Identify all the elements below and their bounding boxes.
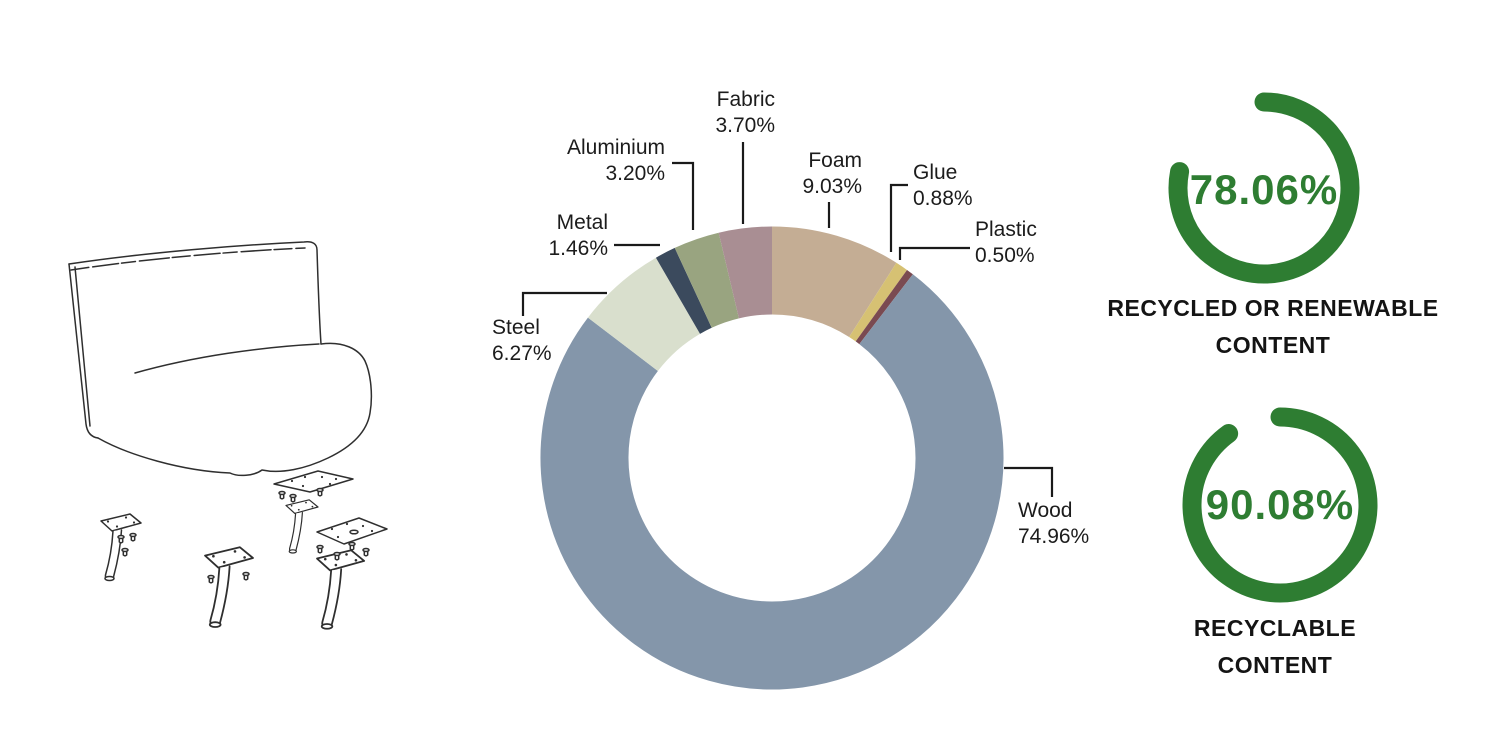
donut-label-metal: Metal 1.46% bbox=[548, 211, 608, 260]
donut-label-plastic: Plastic 0.50% bbox=[975, 218, 1037, 267]
sofa-backrest bbox=[68, 241, 322, 345]
donut-leader-lines bbox=[521, 142, 1054, 497]
donut-segment-aluminium bbox=[674, 232, 740, 329]
sofa-leg-3 bbox=[285, 499, 319, 554]
donut-label-glue: Glue 0.88% bbox=[913, 161, 973, 210]
recyclable-caption: RECYCLABLE CONTENT bbox=[1193, 615, 1357, 678]
sofa-leg-2 bbox=[204, 546, 254, 628]
sofa-leg-4 bbox=[316, 549, 366, 630]
donut-segment-glue bbox=[848, 262, 908, 342]
recycled-renewable-value: 78.06% bbox=[1189, 166, 1339, 213]
donut-segment-steel bbox=[587, 257, 702, 372]
donut-segment-metal bbox=[655, 247, 713, 335]
gauge-arc-ring-2 bbox=[1182, 407, 1378, 603]
materials-donut-chart bbox=[540, 226, 1004, 690]
donut-segment-foam bbox=[770, 226, 897, 338]
recyclable-gauge bbox=[1182, 407, 1378, 603]
recycled-renewable-gauge bbox=[1168, 92, 1360, 284]
sofa-backrest-left-inner bbox=[74, 266, 91, 427]
gauge-arc-ring-1 bbox=[1168, 92, 1360, 284]
sofa-seat-seam bbox=[134, 343, 320, 374]
sofa-leg-1 bbox=[100, 513, 142, 582]
recycled-renewable-caption: RECYCLED OR RENEWABLE CONTENT bbox=[1107, 295, 1439, 358]
donut-segment-fabric bbox=[718, 226, 774, 319]
donut-segment-wood bbox=[540, 274, 1004, 690]
mounting-plate-b bbox=[316, 517, 388, 545]
recyclable-value: 90.08% bbox=[1205, 481, 1355, 528]
leader-line-glue bbox=[889, 183, 908, 252]
donut-label-foam: Foam 9.03% bbox=[802, 149, 862, 198]
mounting-plate-a bbox=[273, 470, 354, 493]
leader-line-wood bbox=[1004, 466, 1054, 497]
sofa-backrest-seam bbox=[70, 247, 306, 271]
sofa-backrest-left-edge bbox=[68, 263, 99, 439]
leader-line-plastic bbox=[898, 246, 970, 260]
leader-line-steel bbox=[521, 291, 607, 316]
leader-line-aluminium bbox=[672, 161, 695, 230]
sofa-seat bbox=[97, 342, 373, 477]
donut-label-wood: Wood 74.96% bbox=[1018, 499, 1090, 548]
donut-label-aluminium: Aluminium 3.20% bbox=[566, 136, 665, 185]
sofa-illustration bbox=[68, 241, 388, 630]
donut-segment-plastic bbox=[855, 269, 913, 345]
donut-label-fabric: Fabric 3.70% bbox=[715, 88, 775, 137]
donut-label-steel: Steel 6.27% bbox=[492, 316, 552, 365]
